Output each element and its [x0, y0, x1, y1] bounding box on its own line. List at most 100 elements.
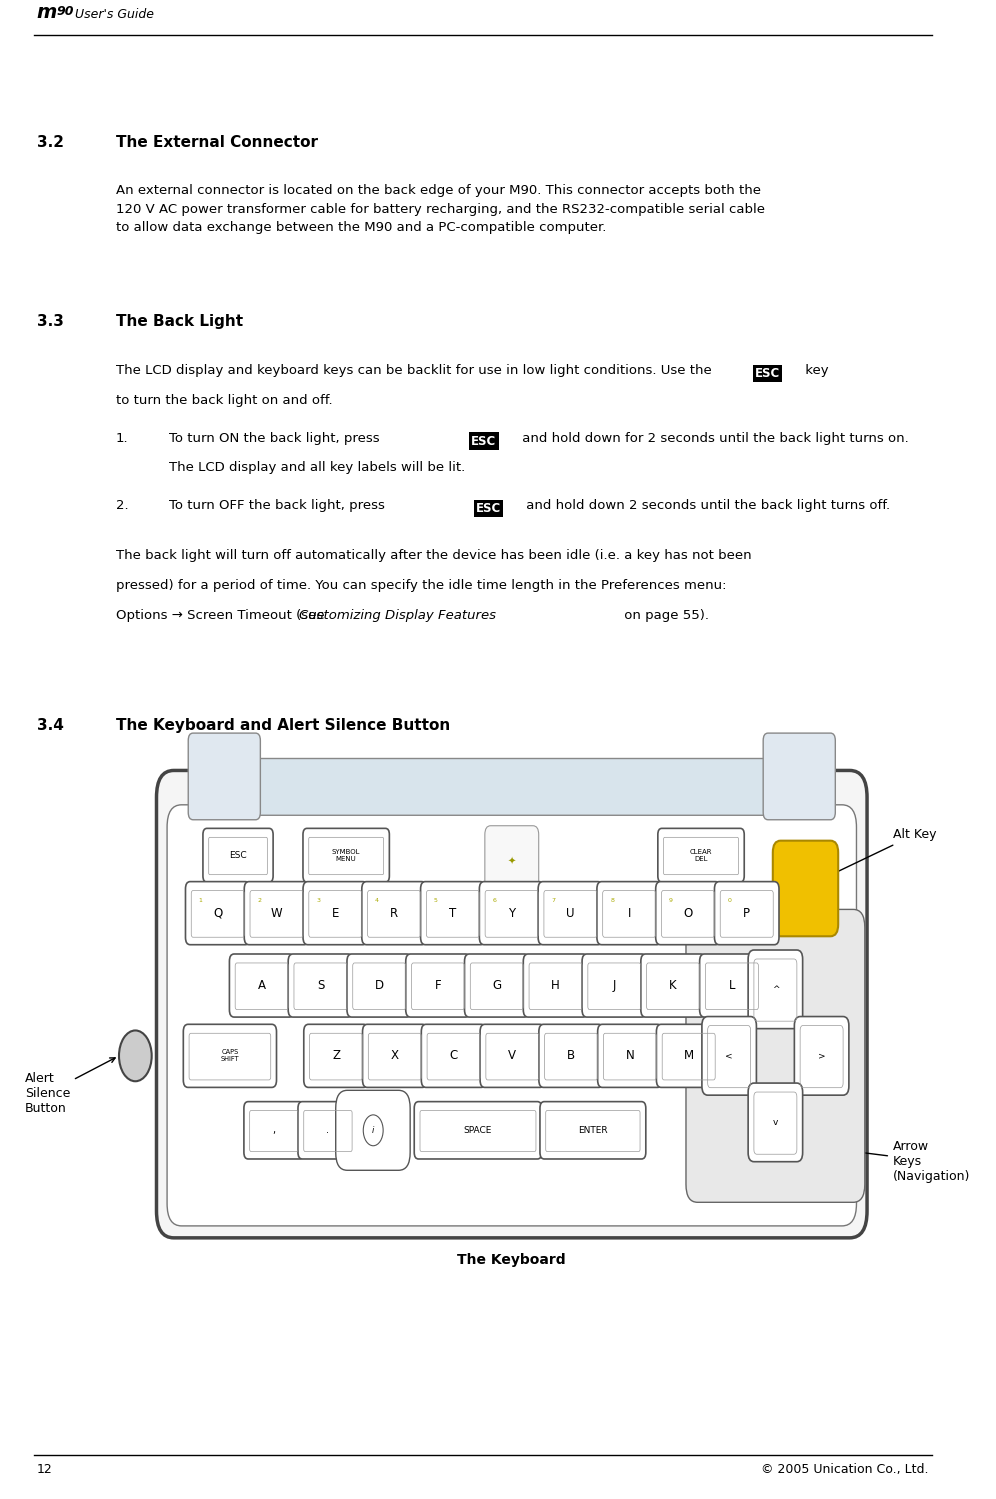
Text: M: M	[683, 1049, 694, 1063]
Text: Z: Z	[332, 1049, 340, 1063]
Circle shape	[119, 1030, 151, 1081]
Text: 3: 3	[317, 898, 321, 902]
FancyBboxPatch shape	[538, 881, 603, 944]
Text: U: U	[566, 907, 575, 920]
Text: CLEAR
DEL: CLEAR DEL	[690, 848, 712, 862]
Text: Q: Q	[213, 907, 222, 920]
FancyBboxPatch shape	[229, 953, 294, 1018]
Text: ESC: ESC	[755, 367, 780, 379]
Text: ✦: ✦	[508, 856, 516, 866]
FancyBboxPatch shape	[188, 733, 260, 820]
Text: SPACE: SPACE	[464, 1126, 492, 1135]
FancyBboxPatch shape	[303, 881, 368, 944]
Text: Alt Key: Alt Key	[810, 827, 936, 886]
Text: 2: 2	[258, 898, 262, 902]
FancyBboxPatch shape	[167, 805, 857, 1226]
Text: ^: ^	[772, 985, 779, 994]
Text: © 2005 Unication Co., Ltd.: © 2005 Unication Co., Ltd.	[761, 1463, 929, 1477]
Text: CAPS
SHIFT: CAPS SHIFT	[220, 1049, 239, 1063]
Text: F: F	[434, 979, 441, 992]
Text: to turn the back light on and off.: to turn the back light on and off.	[116, 394, 333, 406]
FancyBboxPatch shape	[656, 1024, 721, 1087]
FancyBboxPatch shape	[244, 881, 309, 944]
Text: key: key	[802, 364, 829, 376]
FancyBboxPatch shape	[480, 1024, 545, 1087]
FancyBboxPatch shape	[795, 1016, 849, 1096]
Text: O: O	[683, 907, 692, 920]
FancyBboxPatch shape	[748, 1084, 803, 1162]
FancyBboxPatch shape	[362, 881, 426, 944]
Text: >: >	[818, 1051, 826, 1060]
Text: ,: ,	[272, 1126, 276, 1135]
Text: Options → Screen Timeout (see: Options → Screen Timeout (see	[116, 609, 329, 622]
Text: ESC: ESC	[471, 435, 496, 448]
Text: ESC: ESC	[229, 851, 247, 860]
Text: Customizing Display Features: Customizing Display Features	[300, 609, 496, 622]
FancyBboxPatch shape	[773, 841, 839, 937]
FancyBboxPatch shape	[247, 758, 772, 815]
Text: 2.: 2.	[116, 499, 128, 513]
Text: 9: 9	[669, 898, 673, 902]
Text: v: v	[773, 1118, 778, 1127]
FancyBboxPatch shape	[420, 881, 485, 944]
FancyBboxPatch shape	[244, 1102, 304, 1159]
FancyBboxPatch shape	[655, 881, 720, 944]
FancyBboxPatch shape	[686, 910, 865, 1202]
FancyBboxPatch shape	[304, 1024, 369, 1087]
Text: and hold down for 2 seconds until the back light turns on.: and hold down for 2 seconds until the ba…	[518, 432, 908, 445]
FancyBboxPatch shape	[185, 881, 250, 944]
FancyBboxPatch shape	[464, 953, 529, 1018]
Text: and hold down 2 seconds until the back light turns off.: and hold down 2 seconds until the back l…	[522, 499, 890, 513]
Text: The back light will turn off automatically after the device has been idle (i.e. : The back light will turn off automatical…	[116, 549, 752, 562]
Text: B: B	[567, 1049, 576, 1063]
Text: To turn OFF the back light, press: To turn OFF the back light, press	[169, 499, 389, 513]
Text: R: R	[390, 907, 398, 920]
FancyBboxPatch shape	[421, 1024, 486, 1087]
FancyBboxPatch shape	[540, 1102, 645, 1159]
Text: m: m	[37, 3, 57, 22]
Text: .: .	[327, 1126, 330, 1135]
FancyBboxPatch shape	[336, 1090, 410, 1171]
FancyBboxPatch shape	[298, 1102, 358, 1159]
Text: 4: 4	[375, 898, 379, 902]
Text: Arrow
Keys
(Navigation): Arrow Keys (Navigation)	[819, 1139, 970, 1183]
Text: User's Guide: User's Guide	[76, 7, 154, 21]
Text: The Keyboard and Alert Silence Button: The Keyboard and Alert Silence Button	[116, 718, 450, 733]
Text: Y: Y	[508, 907, 515, 920]
FancyBboxPatch shape	[203, 829, 273, 881]
Text: The Back Light: The Back Light	[116, 313, 243, 328]
FancyBboxPatch shape	[763, 733, 836, 820]
Text: 5: 5	[434, 898, 438, 902]
Text: E: E	[332, 907, 339, 920]
Text: S: S	[317, 979, 324, 992]
FancyBboxPatch shape	[699, 953, 764, 1018]
Text: 7: 7	[552, 898, 556, 902]
Text: To turn ON the back light, press: To turn ON the back light, press	[169, 432, 383, 445]
Text: L: L	[729, 979, 735, 992]
FancyBboxPatch shape	[640, 953, 705, 1018]
Text: i: i	[373, 1126, 374, 1135]
FancyBboxPatch shape	[657, 829, 744, 881]
FancyBboxPatch shape	[156, 770, 868, 1238]
FancyBboxPatch shape	[748, 950, 803, 1028]
Text: A: A	[258, 979, 266, 992]
Text: 0: 0	[728, 898, 732, 902]
Text: Alert
Silence
Button: Alert Silence Button	[25, 1058, 116, 1115]
Text: 90: 90	[57, 4, 75, 18]
Text: D: D	[374, 979, 383, 992]
Text: N: N	[625, 1049, 634, 1063]
Text: P: P	[743, 907, 750, 920]
Text: ENTER: ENTER	[578, 1126, 608, 1135]
Text: K: K	[669, 979, 677, 992]
FancyBboxPatch shape	[405, 953, 470, 1018]
Text: I: I	[627, 907, 630, 920]
Text: X: X	[390, 1049, 398, 1063]
FancyBboxPatch shape	[303, 829, 389, 881]
Text: <: <	[725, 1051, 733, 1060]
FancyBboxPatch shape	[702, 1016, 756, 1096]
FancyBboxPatch shape	[714, 881, 779, 944]
Text: C: C	[449, 1049, 458, 1063]
Text: on page 55).: on page 55).	[620, 609, 709, 622]
Text: SYMBOL
MENU: SYMBOL MENU	[332, 848, 361, 862]
Text: 8: 8	[611, 898, 615, 902]
